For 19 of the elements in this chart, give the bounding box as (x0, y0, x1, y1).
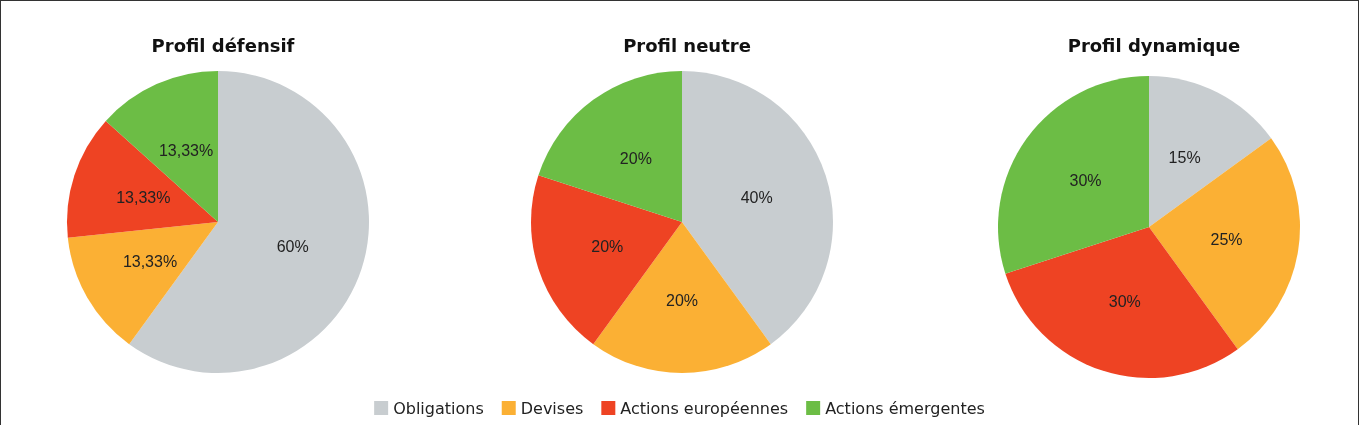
data-label: 30% (1069, 172, 1102, 190)
legend-label: Devises (520, 398, 584, 418)
chart-title: Profil défensif (151, 34, 295, 56)
data-label: 13,33% (122, 252, 178, 270)
legend-label: Actions européennes (620, 398, 789, 418)
legend-label: Obligations (393, 398, 484, 418)
data-label: 20% (591, 237, 624, 255)
data-label: 30% (1108, 293, 1141, 311)
data-label: 20% (665, 292, 699, 309)
data-label: 25% (1210, 230, 1243, 248)
data-label: 13,33% (158, 141, 214, 159)
data-label: 20% (619, 149, 652, 167)
data-label: 40% (740, 189, 773, 207)
data-label: 13,33% (116, 189, 171, 207)
data-label: 60% (276, 237, 309, 255)
chart-title: Profil neutre (623, 34, 751, 56)
chart-title: Profil dynamique (1067, 34, 1241, 56)
data-label: 15% (1168, 148, 1201, 166)
legend-label: Actions émergentes (825, 398, 985, 418)
